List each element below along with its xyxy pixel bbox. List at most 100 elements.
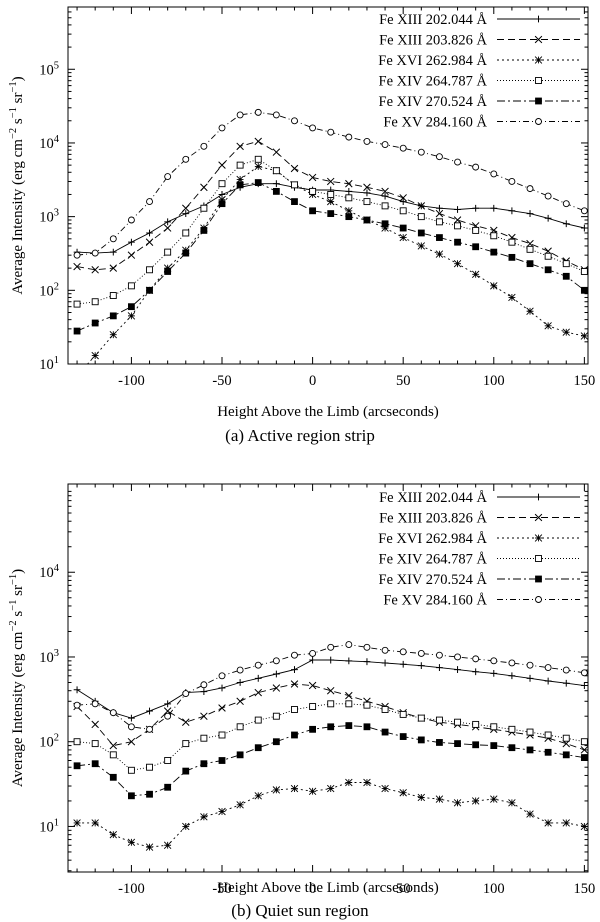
data-point	[91, 700, 99, 708]
data-point	[309, 656, 316, 664]
data-point	[526, 307, 534, 315]
data-point	[127, 838, 136, 847]
data-point	[562, 272, 570, 280]
data-point	[490, 282, 498, 290]
data-point	[236, 666, 244, 674]
series-line	[77, 725, 585, 797]
data-point	[326, 784, 335, 793]
data-point	[146, 286, 153, 294]
data-point	[327, 656, 335, 664]
legend-label: Fe XVI 262.984 Å	[378, 53, 487, 69]
data-point	[254, 137, 262, 146]
plot-frame	[67, 6, 589, 365]
data-point	[345, 641, 353, 649]
y-axis: 101 102 103 104 105	[39, 6, 588, 373]
x-tick-label: -50	[212, 373, 231, 389]
series-line	[77, 703, 585, 771]
data-point	[254, 674, 262, 682]
data-point	[580, 682, 588, 689]
legend-label: Fe XIV 264.787 Å	[379, 552, 488, 568]
data-point	[381, 659, 389, 667]
legend-marker	[535, 575, 542, 583]
data-point	[91, 351, 99, 360]
data-point	[91, 298, 99, 306]
panel-caption: (a) Active region strip	[225, 426, 375, 445]
data-point	[435, 651, 443, 659]
data-point	[435, 795, 444, 803]
data-point	[163, 841, 172, 849]
data-point	[218, 684, 226, 692]
data-point	[182, 767, 190, 775]
data-point	[327, 210, 335, 217]
chart-panel-a: -100 -50 0 50 100 150 101 102 103 104 105 Height Ab…	[8, 6, 595, 445]
data-point	[291, 666, 298, 673]
series-line	[76, 659, 585, 719]
data-point	[73, 738, 81, 746]
data-point	[73, 300, 81, 308]
data-point	[363, 778, 371, 787]
data-point	[544, 266, 552, 274]
data-point	[73, 701, 81, 709]
series-line	[77, 782, 585, 848]
legend-marker	[535, 77, 542, 84]
series-1	[73, 680, 588, 754]
data-point	[562, 819, 570, 827]
legend-label: Fe XIII 202.044 Å	[379, 490, 487, 506]
data-point	[544, 748, 552, 756]
data-point	[164, 173, 172, 180]
legend-marker	[535, 118, 542, 125]
data-point	[290, 164, 299, 173]
data-point	[472, 741, 480, 749]
y-tick-label: 102	[39, 733, 59, 751]
data-point	[164, 757, 172, 764]
data-point	[363, 216, 371, 224]
data-point	[74, 372, 81, 379]
data-point	[580, 207, 588, 215]
series-5	[73, 641, 588, 733]
series-line	[77, 644, 585, 730]
plot-frame	[67, 483, 589, 873]
x-tick-label: -100	[118, 881, 145, 897]
series-0	[73, 656, 588, 722]
legend-marker	[535, 493, 542, 501]
data-point	[435, 209, 444, 218]
data-point	[326, 686, 335, 695]
series-line	[76, 683, 585, 751]
data-point	[399, 144, 407, 152]
data-point	[109, 741, 118, 750]
data-point	[345, 213, 353, 221]
data-point	[291, 731, 298, 739]
data-point	[254, 179, 262, 186]
data-point	[73, 762, 81, 770]
data-point	[309, 650, 317, 657]
data-point	[326, 177, 335, 186]
data-point	[127, 312, 136, 320]
data-point	[399, 224, 407, 232]
x-tick-label: 100	[483, 881, 505, 897]
data-point	[128, 303, 135, 311]
data-point	[127, 251, 136, 259]
data-point	[526, 260, 534, 268]
data-point	[73, 686, 81, 694]
data-point	[128, 714, 135, 722]
data-point	[471, 797, 480, 805]
data-point	[580, 332, 588, 340]
x-tick-label: 0	[309, 881, 316, 897]
series-line	[86, 165, 585, 364]
data-point	[363, 198, 371, 206]
data-point	[236, 801, 244, 809]
data-point	[109, 248, 117, 256]
data-point	[272, 148, 281, 156]
data-point	[472, 655, 480, 663]
y-tick-label: 104	[39, 563, 60, 581]
data-point	[381, 187, 389, 196]
data-point	[417, 736, 425, 744]
data-point	[454, 666, 461, 673]
data-point	[254, 162, 262, 171]
data-point	[146, 266, 153, 274]
legend-label: Fe XIV 264.787 Å	[379, 74, 488, 90]
y-tick-label: 103	[39, 208, 59, 226]
data-point	[490, 795, 498, 803]
data-point	[472, 243, 480, 251]
data-point	[580, 754, 588, 761]
